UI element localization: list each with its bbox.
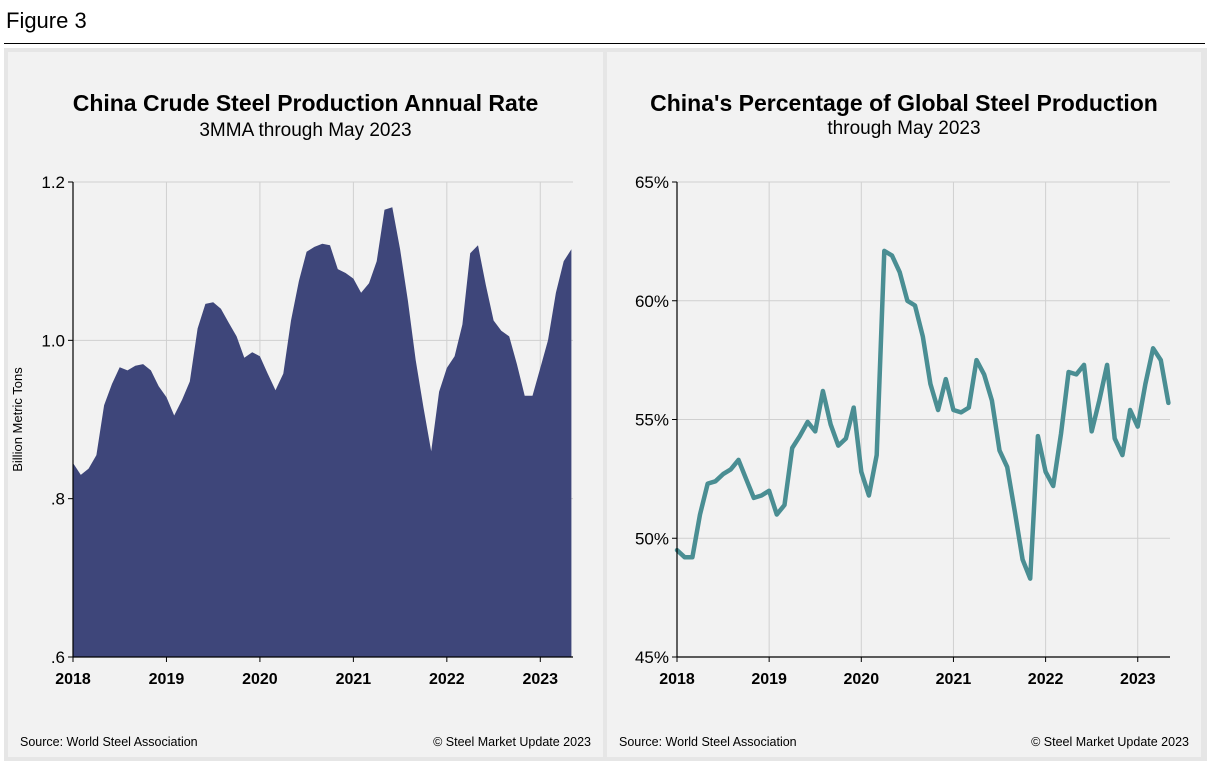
copyright-note: © Steel Market Update 2023 bbox=[1031, 735, 1189, 749]
x-tick-label: 2021 bbox=[936, 671, 972, 688]
chart-panel-production: China Crude Steel Production Annual Rate… bbox=[8, 52, 603, 757]
chart-panel-share: China's Percentage of Global Steel Produ… bbox=[607, 52, 1201, 757]
x-tick-label: 2021 bbox=[336, 671, 372, 688]
y-tick-label: 45% bbox=[635, 648, 669, 667]
y-tick-label: 65% bbox=[635, 173, 669, 192]
y-tick-label: 60% bbox=[635, 292, 669, 311]
series-line bbox=[674, 248, 1171, 581]
copyright-note: © Steel Market Update 2023 bbox=[433, 735, 591, 749]
y-tick-label: 1.2 bbox=[41, 173, 65, 192]
y-tick-label: 50% bbox=[635, 529, 669, 548]
source-note: Source: World Steel Association bbox=[619, 735, 797, 749]
x-tick-label: 2020 bbox=[844, 671, 880, 688]
figure-rule bbox=[4, 43, 1205, 44]
chart-subtitle: 3MMA through May 2023 bbox=[199, 120, 412, 141]
x-tick-label: 2018 bbox=[55, 671, 91, 688]
x-tick-label: 2018 bbox=[659, 671, 695, 688]
x-tick-label: 2022 bbox=[429, 671, 465, 688]
y-tick-label: 55% bbox=[635, 411, 669, 430]
x-tick-label: 2023 bbox=[522, 671, 558, 688]
chart-title: China's Percentage of Global Steel Produ… bbox=[650, 90, 1158, 116]
y-tick-label: 1.0 bbox=[41, 331, 65, 350]
y-tick-label: .8 bbox=[51, 490, 65, 509]
x-tick-label: 2022 bbox=[1028, 671, 1064, 688]
y-tick-label: .6 bbox=[51, 648, 65, 667]
x-tick-label: 2019 bbox=[751, 671, 787, 688]
share-line-chart: 45% 50% 55% 60% 65% 2018 2019 2020 2021 2022 2023 bbox=[635, 173, 1171, 688]
y-axis-label: Billion Metric Tons bbox=[10, 367, 25, 472]
x-tick-label: 2019 bbox=[149, 671, 185, 688]
x-tick-label: 2020 bbox=[242, 671, 278, 688]
source-note: Source: World Steel Association bbox=[20, 735, 198, 749]
x-tick-label: 2023 bbox=[1120, 671, 1156, 688]
chart-subtitle: through May 2023 bbox=[827, 118, 981, 139]
series-area bbox=[73, 207, 572, 658]
figure-label: Figure 3 bbox=[6, 8, 87, 33]
production-area-chart: .6 .8 1.0 1.2 2018 2019 2020 2021 2022 2023 Billio… bbox=[10, 173, 573, 688]
chart-title: China Crude Steel Production Annual Rate bbox=[72, 90, 539, 116]
